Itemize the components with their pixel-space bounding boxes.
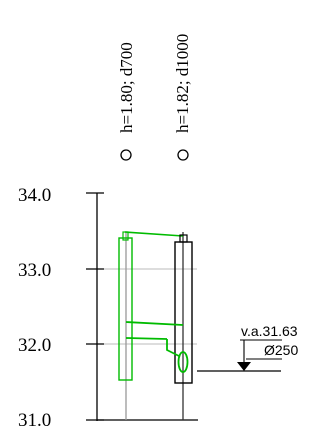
pipe-bend xyxy=(166,339,180,357)
pipe-inlet-ellipse xyxy=(177,351,189,373)
axis-tick-label: 31.0 xyxy=(18,410,51,431)
diameter-label: Ø250 xyxy=(264,342,298,358)
circle-marker-icon xyxy=(177,149,189,161)
manhole-label-1: h=1.80; d700 xyxy=(117,42,136,133)
pipe-upper xyxy=(125,321,184,326)
pipe-lower xyxy=(125,337,168,340)
axis-tick-label: 33.0 xyxy=(18,260,51,281)
circle-marker-icon xyxy=(120,149,132,161)
manhole-label-2: h=1.82; d1000 xyxy=(173,34,192,133)
manhole-1-outer xyxy=(118,237,133,381)
axis-tick-label: 32.0 xyxy=(18,335,51,356)
axis-tick-label: 34.0 xyxy=(18,185,51,206)
level-label: v.a.31.63 xyxy=(241,323,298,339)
manhole-2-cap xyxy=(179,234,188,243)
water-level-triangle-icon xyxy=(237,362,251,371)
manhole-top-connection xyxy=(124,231,184,237)
